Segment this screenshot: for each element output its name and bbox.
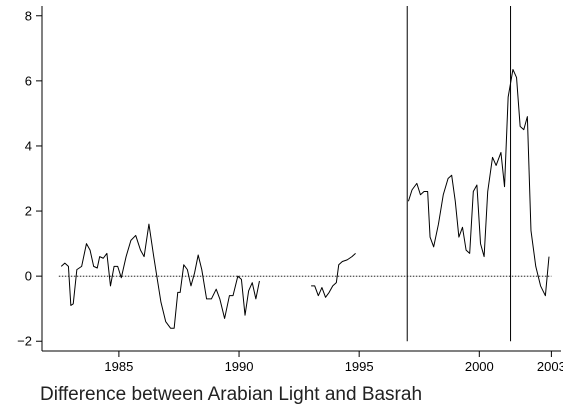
series-layer <box>60 68 550 329</box>
y-tick-label: 4 <box>25 138 32 153</box>
y-tick-label: 6 <box>25 73 32 88</box>
x-tick-label: 1990 <box>225 359 254 374</box>
series-line-3 <box>407 68 550 297</box>
x-axis: 1985 1990 1995 2000 2003 <box>104 351 563 374</box>
y-tick-label: 0 <box>25 269 32 284</box>
series-line-1 <box>60 223 260 329</box>
y-tick-label: 2 <box>25 204 32 219</box>
plot-frame <box>41 6 561 352</box>
y-tick-label: −2 <box>17 334 32 349</box>
x-tick-label: 2003 <box>537 359 563 374</box>
line-chart: 1985 1990 1995 2000 2003 −2 0 2 4 6 8 <box>17 6 563 374</box>
y-axis: −2 0 2 4 6 8 <box>17 8 42 349</box>
y-tick-label: 8 <box>25 8 32 23</box>
reference-lines <box>58 6 552 342</box>
x-tick-label: 1995 <box>345 359 374 374</box>
figure-caption: Difference between Arabian Light and Bas… <box>40 384 423 405</box>
x-tick-label: 2000 <box>465 359 494 374</box>
x-tick-label: 1985 <box>104 359 133 374</box>
series-line-2 <box>311 252 356 298</box>
